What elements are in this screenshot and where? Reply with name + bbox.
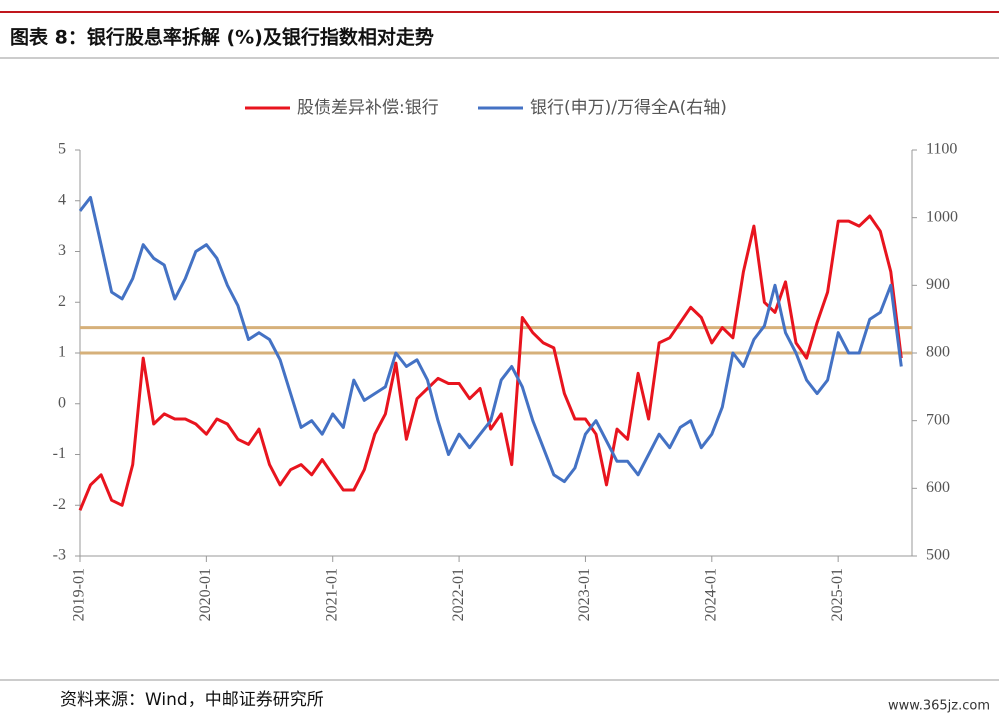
series-line: [78, 195, 903, 484]
x-tick-label: 2019-01: [71, 568, 88, 621]
x-tick-label: 2025-01: [829, 568, 846, 621]
y-tick-label: -1: [53, 445, 66, 462]
watermark: www.365jz.com: [888, 699, 990, 714]
y2-tick-label: 1100: [926, 141, 957, 158]
y2-tick-label: 700: [926, 411, 950, 428]
y-tick-label: -3: [53, 547, 66, 564]
source: 资料来源：Wind，中邮证券研究所: [60, 690, 324, 710]
y-tick-label: -2: [53, 496, 66, 513]
x-tick-label: 2024-01: [702, 568, 719, 621]
y2-tick-label: 800: [926, 344, 950, 361]
chart-title: 图表 8：银行股息率拆解 (%)及银行指数相对走势: [10, 26, 434, 49]
y-tick-label: 1: [58, 344, 66, 361]
y-tick-label: 4: [58, 191, 66, 208]
y2-tick-label: 1000: [926, 208, 958, 225]
x-tick-label: 2022-01: [450, 568, 467, 621]
legend-label: 银行(申万)/万得全A(右轴): [530, 98, 727, 118]
x-tick-label: 2023-01: [576, 568, 593, 621]
y-tick-label: 3: [58, 242, 66, 259]
y2-tick-label: 900: [926, 276, 950, 293]
x-tick-label: 2020-01: [197, 568, 214, 621]
y2-tick-label: 600: [926, 479, 950, 496]
y-tick-label: 0: [58, 394, 66, 411]
legend-label: 股债差异补偿:银行: [297, 98, 439, 118]
y-tick-label: 5: [58, 141, 66, 158]
y2-tick-label: 500: [926, 547, 950, 564]
x-tick-label: 2021-01: [323, 568, 340, 621]
y-tick-label: 2: [58, 293, 66, 310]
series-line: [78, 214, 903, 511]
